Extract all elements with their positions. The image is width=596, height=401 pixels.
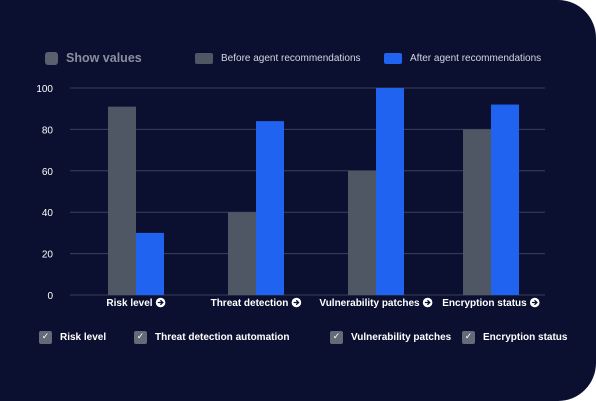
- filter-label-vulnerability-patches: Vulnerability patches: [351, 332, 452, 343]
- x-tick-label: Encryption status: [442, 298, 527, 309]
- bar-after: [256, 121, 284, 296]
- category-label[interactable]: Encryption status: [442, 297, 540, 309]
- y-tick-label: 60: [42, 167, 54, 178]
- bar-before: [228, 212, 256, 295]
- bar-before: [348, 170, 376, 295]
- filter-threat-detection-automation[interactable]: ✓ Threat detection automation: [134, 331, 289, 344]
- arrow-icon-glyph: [157, 299, 164, 306]
- arrow-icon-glyph: [293, 299, 300, 306]
- arrow-circle-right-icon[interactable]: [291, 297, 302, 308]
- legend-label-after: After agent recommendations: [410, 53, 542, 64]
- x-tick-label: Vulnerability patches: [319, 298, 420, 309]
- filter-label-encryption-status: Encryption status: [483, 332, 568, 343]
- check-icon: ✓: [464, 332, 473, 342]
- legend-item-before: Before agent recommendations: [195, 53, 361, 64]
- legend-label-before: Before agent recommendations: [221, 53, 361, 64]
- bar-after: [491, 104, 519, 295]
- checkbox-encryption-status[interactable]: ✓: [462, 331, 475, 344]
- y-tick-label: 100: [36, 84, 53, 95]
- y-tick-label: 0: [47, 291, 53, 302]
- check-icon: ✓: [41, 332, 50, 342]
- arrow-circle-right-icon[interactable]: [155, 297, 166, 308]
- y-tick-label: 80: [42, 125, 54, 136]
- category-label[interactable]: Risk level: [106, 297, 166, 309]
- filter-risk-level[interactable]: ✓ Risk level: [39, 331, 106, 344]
- legend-item-after: After agent recommendations: [384, 53, 541, 64]
- category-label[interactable]: Threat detection: [211, 297, 302, 309]
- arrow-icon-glyph: [531, 299, 538, 306]
- arrow-icon-glyph: [424, 299, 431, 306]
- filter-encryption-status[interactable]: ✓ Encryption status: [462, 331, 567, 344]
- checkbox-vulnerability-patches[interactable]: ✓: [330, 331, 343, 344]
- show-values-checkbox[interactable]: [45, 51, 58, 65]
- show-values-toggle[interactable]: Show values: [45, 51, 142, 65]
- bar-after: [136, 232, 164, 295]
- bar-before: [108, 106, 136, 295]
- checkbox-threat-detection-automation[interactable]: ✓: [134, 331, 147, 344]
- x-tick-label: Risk level: [106, 298, 152, 309]
- checkbox-risk-level[interactable]: ✓: [39, 331, 52, 344]
- bar-after: [376, 88, 404, 295]
- check-icon: ✓: [136, 332, 145, 342]
- x-tick-label: Threat detection: [211, 298, 289, 309]
- filter-label-risk-level: Risk level: [60, 332, 107, 343]
- legend-swatch-before: [195, 53, 213, 64]
- filter-checkboxes: ✓ Risk level ✓ Threat detection automati…: [0, 331, 596, 347]
- arrow-circle-right-icon[interactable]: [422, 297, 433, 308]
- check-icon: ✓: [332, 332, 341, 342]
- bar-before: [463, 129, 491, 295]
- show-values-label: Show values: [66, 51, 142, 65]
- filter-vulnerability-patches[interactable]: ✓ Vulnerability patches: [330, 331, 451, 344]
- category-label[interactable]: Vulnerability patches: [319, 297, 433, 309]
- y-tick-label: 40: [42, 208, 54, 219]
- y-tick-label: 20: [42, 250, 54, 261]
- arrow-circle-right-icon[interactable]: [529, 297, 540, 308]
- legend-swatch-after: [384, 53, 402, 64]
- filter-label-threat-detection-automation: Threat detection automation: [155, 332, 290, 343]
